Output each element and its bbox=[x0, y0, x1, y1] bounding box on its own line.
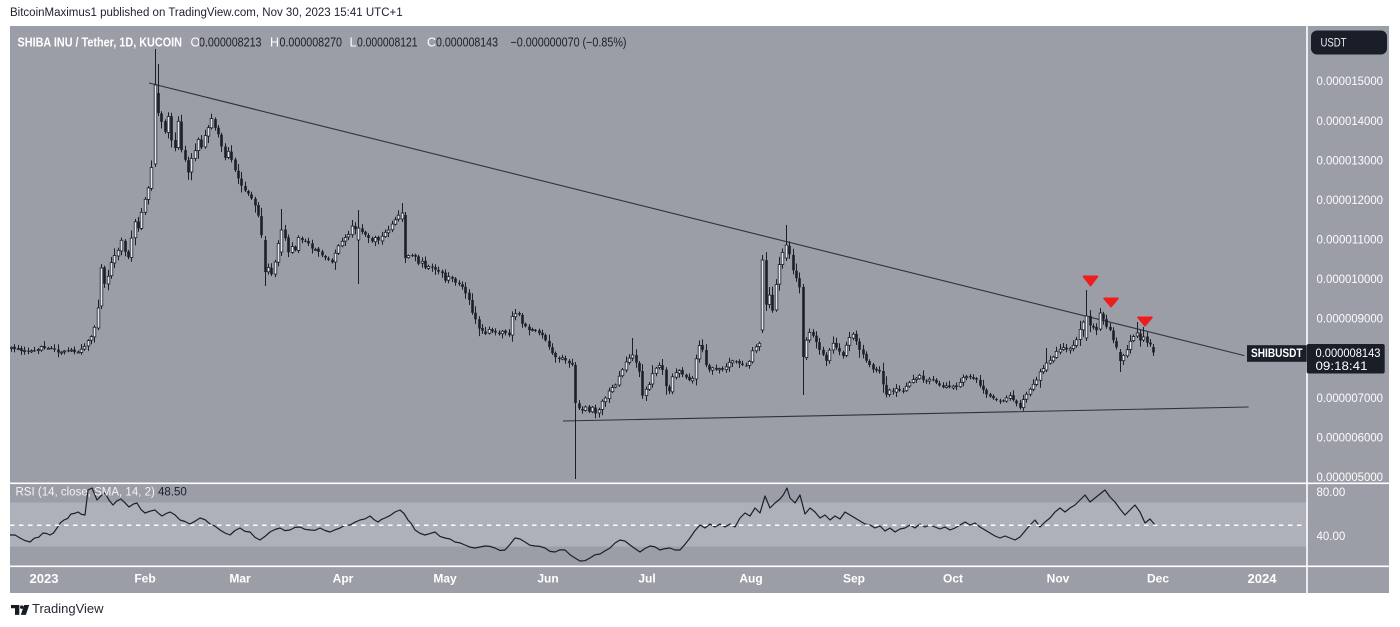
svg-text:40.00: 40.00 bbox=[1317, 531, 1346, 543]
svg-text:Mar: Mar bbox=[229, 572, 251, 586]
svg-text:0.000008270: 0.000008270 bbox=[280, 36, 343, 50]
svg-text:H: H bbox=[270, 36, 279, 50]
svg-text:SHIBA INU / Tether, 1D, KUCOIN: SHIBA INU / Tether, 1D, KUCOIN bbox=[18, 36, 183, 50]
svg-text:Aug: Aug bbox=[739, 572, 762, 586]
svg-text:0.000010000: 0.000010000 bbox=[1317, 274, 1384, 286]
svg-text:Dec: Dec bbox=[1147, 572, 1169, 586]
svg-text:0.000007000: 0.000007000 bbox=[1317, 393, 1384, 405]
svg-text:0.000005000: 0.000005000 bbox=[1317, 472, 1384, 484]
svg-text:Jul: Jul bbox=[638, 572, 655, 586]
svg-text:80.00: 80.00 bbox=[1317, 487, 1346, 499]
svg-text:0.000012000: 0.000012000 bbox=[1317, 195, 1384, 207]
svg-text:0.000011000: 0.000011000 bbox=[1317, 235, 1384, 247]
svg-text:Feb: Feb bbox=[134, 572, 155, 586]
svg-text:0.000008143: 0.000008143 bbox=[1316, 346, 1381, 360]
svg-text:SHIBUSDT: SHIBUSDT bbox=[1251, 348, 1303, 360]
svg-text:Oct: Oct bbox=[943, 572, 963, 586]
svg-text:C: C bbox=[427, 36, 436, 50]
svg-text:RSI (14, close, SMA, 14, 2) 48: RSI (14, close, SMA, 14, 2) 48.50 bbox=[16, 487, 187, 499]
svg-text:0.000009000: 0.000009000 bbox=[1317, 314, 1384, 326]
svg-text:0.000008121: 0.000008121 bbox=[357, 36, 418, 50]
svg-text:−0.000000070 (−0.85%): −0.000000070 (−0.85%) bbox=[511, 36, 627, 50]
svg-text:L: L bbox=[350, 36, 357, 50]
svg-text:0.000006000: 0.000006000 bbox=[1317, 432, 1384, 444]
svg-text:Apr: Apr bbox=[333, 572, 354, 586]
svg-text:Nov: Nov bbox=[1047, 572, 1070, 586]
svg-text:0.000008143: 0.000008143 bbox=[436, 36, 498, 50]
svg-text:0.000013000: 0.000013000 bbox=[1317, 155, 1384, 167]
svg-text:O: O bbox=[191, 36, 201, 50]
svg-text:0.000008213: 0.000008213 bbox=[199, 36, 262, 50]
svg-text:0.000014000: 0.000014000 bbox=[1317, 116, 1384, 128]
svg-text:Sep: Sep bbox=[843, 572, 865, 586]
svg-text:USDT: USDT bbox=[1321, 36, 1348, 50]
svg-text:2023: 2023 bbox=[30, 571, 59, 586]
svg-text:2024: 2024 bbox=[1248, 571, 1278, 586]
svg-text:Jun: Jun bbox=[537, 572, 558, 586]
svg-text:09:18:41: 09:18:41 bbox=[1316, 361, 1368, 373]
svg-text:0.000015000: 0.000015000 bbox=[1317, 76, 1384, 88]
svg-text:May: May bbox=[433, 572, 457, 586]
